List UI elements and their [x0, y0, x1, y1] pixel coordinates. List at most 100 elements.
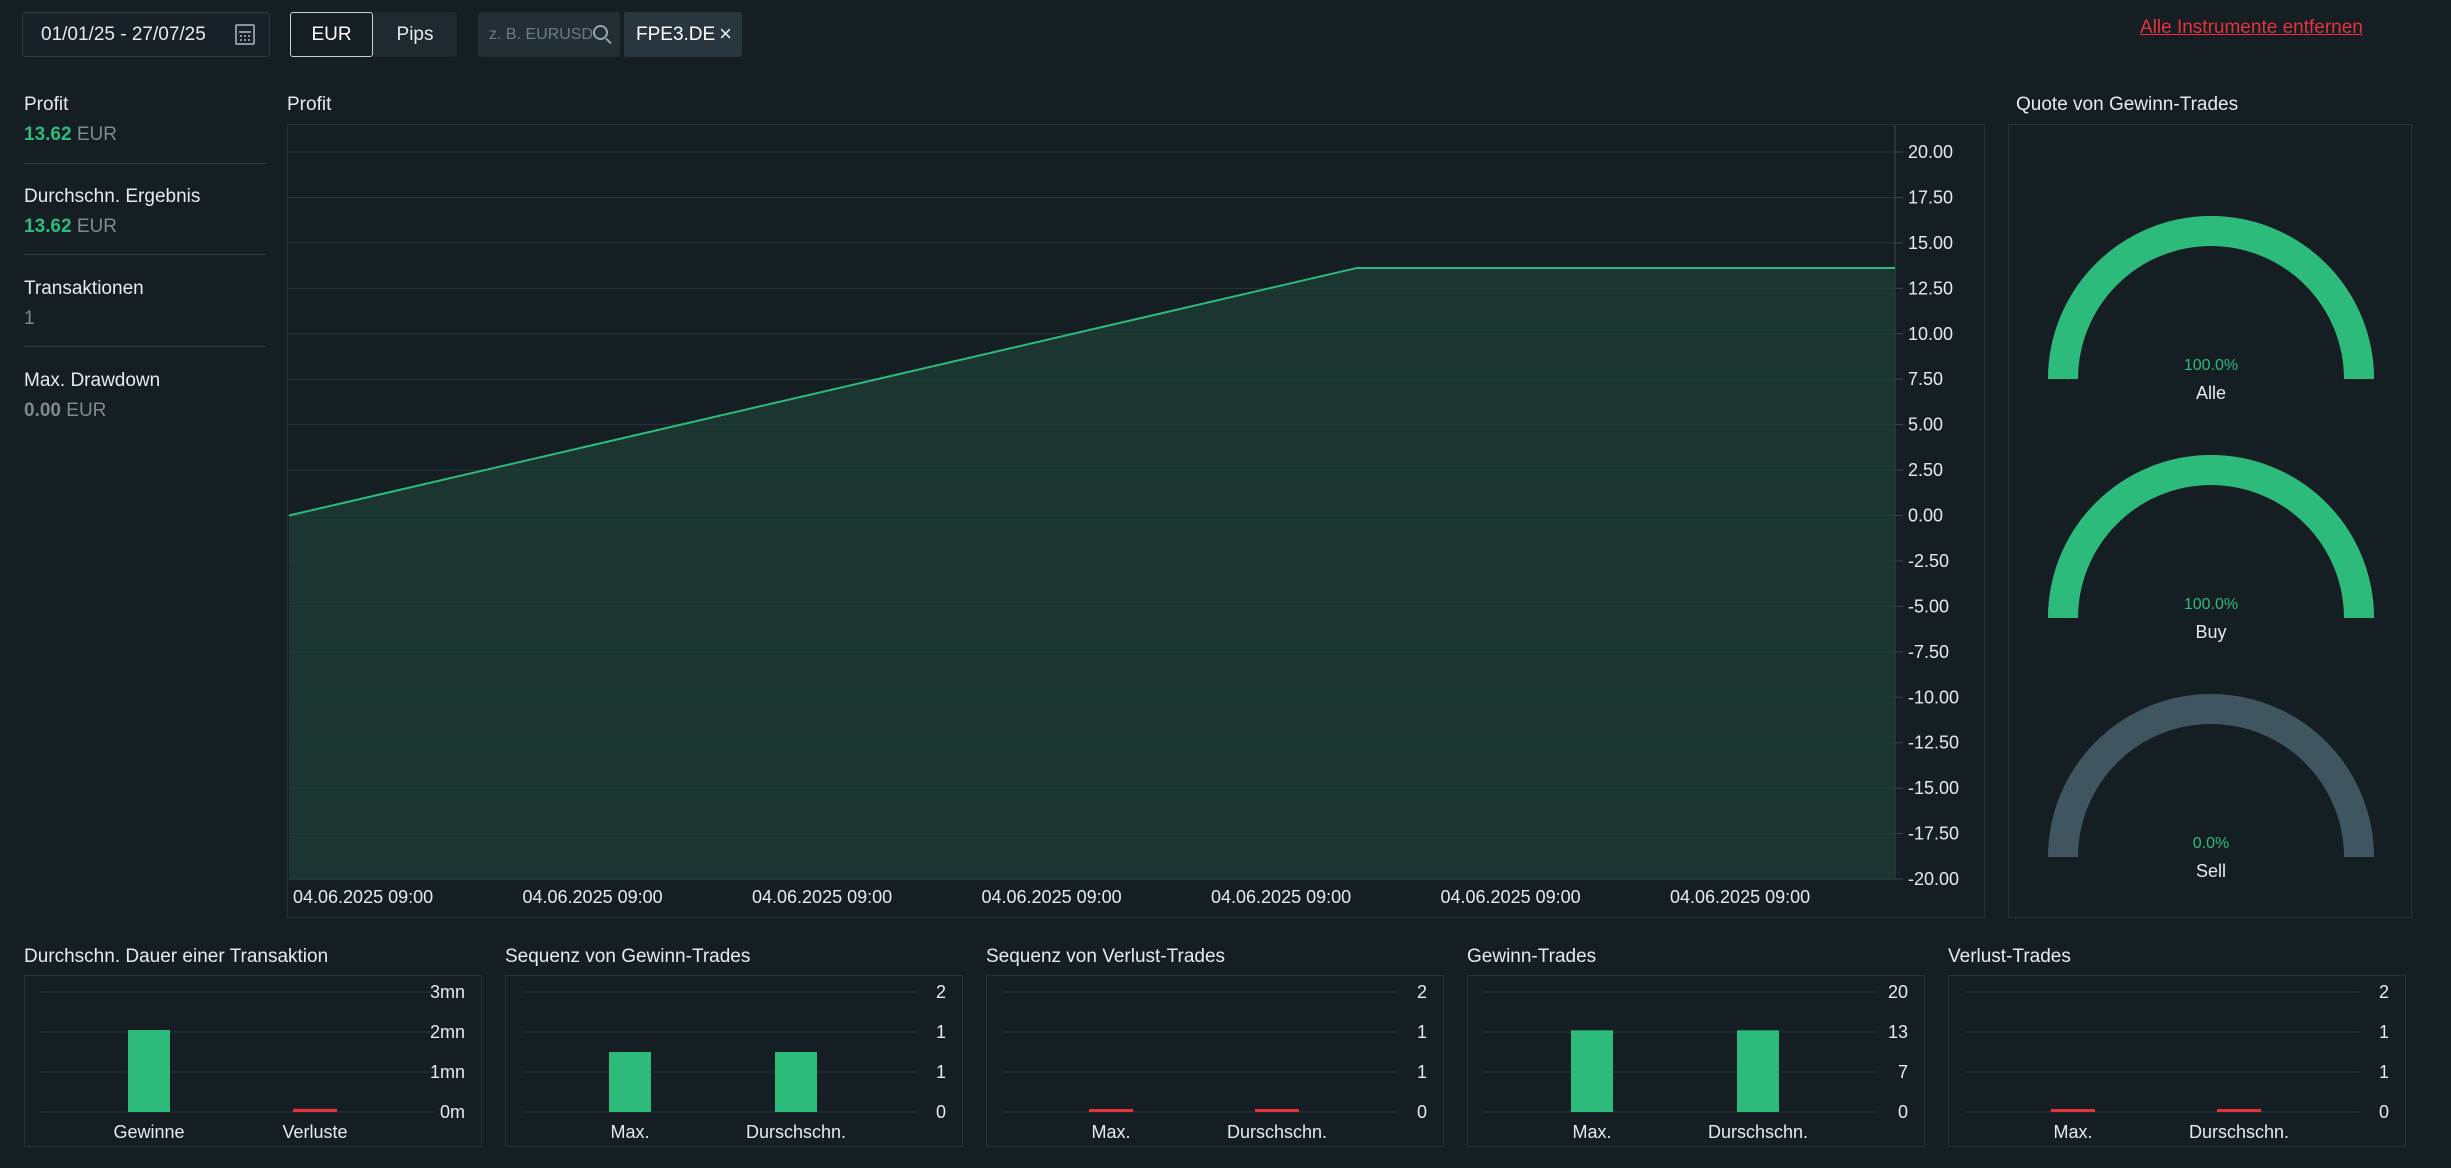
gauge-fill — [2048, 216, 2374, 380]
instrument-search-input[interactable]: z. B. EURUSD — [478, 12, 620, 57]
x-tick-label: Durschschn. — [746, 1122, 846, 1142]
profit-area — [289, 267, 1895, 879]
bar-max — [1089, 1109, 1133, 1112]
date-range-text: 01/01/25 - 27/07/25 — [41, 23, 206, 45]
y-tick-label: -12.50 — [1908, 733, 1959, 753]
instrument-tag-label: FPE3.DE — [636, 23, 716, 45]
bar-durschschn — [2217, 1109, 2261, 1112]
x-tick-label: 04.06.2025 09:00 — [982, 887, 1122, 907]
mini-chart-title: Durchschn. Dauer einer Transaktion — [24, 946, 329, 967]
y-tick-label: 7.50 — [1908, 369, 1943, 389]
x-tick-label: 04.06.2025 09:00 — [1441, 887, 1581, 907]
y-tick-label: 1 — [1417, 1062, 1427, 1082]
date-range-picker[interactable]: 01/01/25 - 27/07/25 — [22, 12, 270, 57]
loss-sequence-panel: 2 1 1 0 Max. Durschschn. — [986, 975, 1444, 1147]
y-tick-label: 2.50 — [1908, 460, 1943, 480]
x-tick-label: 04.06.2025 09:00 — [293, 887, 433, 907]
y-tick-label: 0 — [1417, 1102, 1427, 1122]
divider — [24, 254, 266, 255]
profit-chart-panel: 20.00 17.50 15.00 12.50 10.00 7.50 5.00 2.50 0.0… — [287, 124, 1985, 918]
bar-max — [1571, 1030, 1613, 1112]
calendar-icon[interactable] — [235, 24, 255, 45]
y-tick-label: 2mn — [430, 1022, 465, 1042]
currency-eur-button[interactable]: EUR — [290, 12, 373, 57]
gauge-percent: 100.0% — [2184, 596, 2238, 613]
bar-durschschn — [1255, 1109, 1299, 1112]
mini-chart-title: Gewinn-Trades — [1467, 946, 1597, 967]
y-tick-label: 20.00 — [1908, 142, 1953, 162]
gauge-percent: 100.0% — [2184, 357, 2238, 374]
y-tick-label: 20 — [1888, 982, 1908, 1002]
bar-verluste — [293, 1108, 337, 1112]
bar-durschschn — [775, 1052, 817, 1112]
stat-number: 13.62 — [24, 124, 72, 145]
divider — [24, 163, 266, 164]
avg-duration-panel: 3mn 2mn 1mn 0m Gewinne Verluste — [24, 975, 482, 1147]
gauge-alle: 100.0% Alle — [2048, 216, 2374, 403]
profit-chart: 20.00 17.50 15.00 12.50 10.00 7.50 5.00 2.50 0.0… — [288, 125, 1959, 907]
gauge-sell: 0.0% Sell — [2048, 694, 2374, 881]
losing-trades-panel: 2 1 1 0 Max. Durschschn. — [1948, 975, 2406, 1147]
y-tick-label: 3mn — [430, 982, 465, 1002]
x-tick-label: Verluste — [282, 1122, 347, 1142]
x-tick-label: Gewinne — [113, 1122, 184, 1142]
y-tick-label: 0 — [936, 1102, 946, 1122]
remove-all-instruments-link[interactable]: Alle Instrumente entfernen — [2140, 17, 2363, 38]
y-tick-label: 17.50 — [1908, 187, 1953, 207]
win-sequence-chart: 2 1 1 0 Max. Durschschn. — [522, 982, 946, 1142]
x-tick-label: 04.06.2025 09:00 — [752, 887, 892, 907]
x-tick-label: Max. — [610, 1122, 649, 1142]
stat-value: 1 — [24, 308, 266, 330]
y-tick-label: -20.00 — [1908, 869, 1959, 889]
avg-duration-chart: 3mn 2mn 1mn 0m Gewinne Verluste — [41, 982, 465, 1142]
profit-line — [288, 266, 1895, 517]
x-tick-label: Max. — [1091, 1122, 1130, 1142]
stat-max-drawdown: Max. Drawdown 0.00 EUR — [24, 370, 266, 422]
instrument-tag: FPE3.DE × — [624, 12, 742, 57]
currency-toggle: EUR Pips — [290, 12, 457, 57]
stat-transactions: Transaktionen 1 — [24, 278, 266, 330]
bar-max — [609, 1052, 651, 1112]
gauge-label: Sell — [2196, 861, 2226, 881]
search-icon[interactable] — [593, 25, 608, 40]
stat-label: Profit — [24, 94, 69, 115]
x-tick-label: Durschschn. — [2189, 1122, 2289, 1142]
stat-average-result: Durchschn. Ergebnis 13.62 EUR — [24, 186, 266, 238]
win-rate-gauges: 100.0% Alle 100.0% Buy 0.0% Sell — [2048, 216, 2374, 881]
currency-pips-button[interactable]: Pips — [373, 12, 457, 57]
stat-profit: Profit 13.62 EUR — [24, 94, 266, 146]
x-tick-label: Durschschn. — [1708, 1122, 1808, 1142]
bar-durschschn — [1737, 1030, 1779, 1112]
y-tick-label: 12.50 — [1908, 278, 1953, 298]
stat-unit: EUR — [76, 124, 117, 145]
stat-value: 13.62 EUR — [24, 124, 266, 146]
y-tick-label: -15.00 — [1908, 778, 1959, 798]
gauge-track — [2048, 694, 2374, 858]
y-tick-label: 1 — [936, 1062, 946, 1082]
gauge-label: Alle — [2196, 383, 2226, 403]
losing-trades-chart: 2 1 1 0 Max. Durschschn. — [1965, 982, 2389, 1142]
stat-value: 13.62 EUR — [24, 216, 266, 238]
stat-number: 13.62 — [24, 216, 72, 237]
stat-number: 0.00 — [24, 400, 61, 421]
gauge-buy: 100.0% Buy — [2048, 455, 2374, 642]
win-rate-title: Quote von Gewinn-Trades — [2016, 94, 2239, 115]
close-icon[interactable]: × — [719, 21, 732, 46]
mini-chart-title: Sequenz von Gewinn-Trades — [505, 946, 751, 967]
y-tick-label: 1 — [2379, 1022, 2389, 1042]
x-tick-label: 04.06.2025 09:00 — [523, 887, 663, 907]
mini-chart-title: Sequenz von Verlust-Trades — [986, 946, 1226, 967]
y-tick-label: 15.00 — [1908, 233, 1953, 253]
x-tick-label: 04.06.2025 09:00 — [1670, 887, 1810, 907]
loss-sequence-chart: 2 1 1 0 Max. Durschschn. — [1003, 982, 1427, 1142]
stat-unit: EUR — [66, 400, 107, 421]
y-tick-label: -2.50 — [1908, 551, 1949, 571]
gauge-label: Buy — [2195, 622, 2226, 642]
y-tick-label: 5.00 — [1908, 415, 1943, 435]
y-tick-label: -10.00 — [1908, 687, 1959, 707]
stat-label: Transaktionen — [24, 278, 144, 299]
gauge-fill — [2048, 455, 2374, 619]
y-tick-label: 2 — [1417, 982, 1427, 1002]
stat-label: Durchschn. Ergebnis — [24, 186, 201, 207]
y-tick-label: 1 — [1417, 1022, 1427, 1042]
